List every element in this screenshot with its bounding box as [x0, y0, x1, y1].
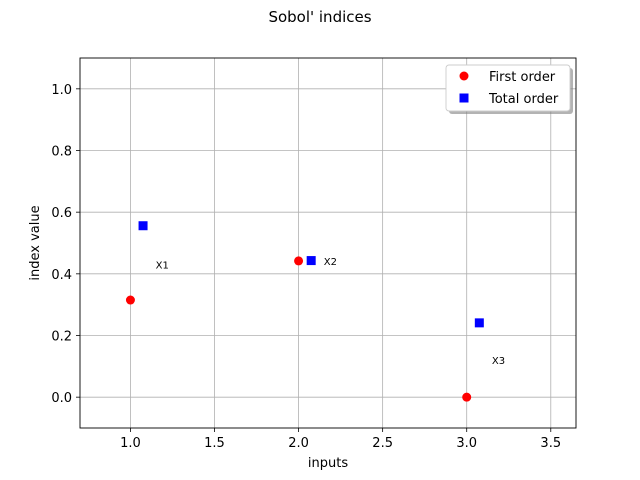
annotation-label: X2 — [324, 257, 337, 268]
x-tick-label: 1.0 — [120, 436, 141, 451]
legend-label-total-order: Total order — [488, 92, 559, 107]
grid — [80, 58, 576, 428]
annotation-label: X3 — [492, 356, 505, 367]
legend-box — [445, 64, 571, 112]
total-order-point — [474, 318, 484, 328]
first-order-point — [462, 392, 472, 402]
y-tick-label: 0.0 — [51, 391, 72, 406]
x-axis-label: inputs — [308, 456, 348, 471]
x-tick-label: 2.0 — [288, 436, 309, 451]
y-tick-label: 1.0 — [51, 83, 72, 98]
legend-marker-first-order — [459, 71, 469, 81]
total-order-point — [306, 256, 316, 266]
y-tick-label: 0.4 — [51, 268, 72, 283]
x-tick-label: 3.5 — [540, 436, 561, 451]
x-tick-label: 3.0 — [456, 436, 477, 451]
annotations: X1 X2 X3 — [156, 257, 505, 367]
total-order-point — [138, 221, 148, 231]
first-order-point — [294, 256, 304, 266]
first-order-point — [125, 295, 135, 305]
legend-marker-total-order — [459, 93, 469, 103]
chart-title: Sobol' indices — [268, 8, 371, 26]
plot-area — [80, 58, 576, 428]
x-tick-label: 2.5 — [372, 436, 393, 451]
y-tick-label: 0.2 — [51, 330, 72, 345]
legend-label-first-order: First order — [489, 70, 556, 85]
annotation-label: X1 — [156, 261, 169, 272]
y-axis-label: index value — [28, 205, 43, 280]
y-tick-label: 0.6 — [51, 206, 72, 221]
y-tick-label: 0.8 — [51, 145, 72, 160]
x-tick-label: 1.5 — [204, 436, 225, 451]
legend: First order Total order — [445, 64, 573, 114]
axis-ticks: 1.0 1.5 2.0 2.5 3.0 3.5 0.0 0.2 0.4 0.6 0.8 1.0 — [51, 83, 561, 451]
plot-frame — [79, 57, 577, 429]
data-points — [125, 221, 484, 402]
